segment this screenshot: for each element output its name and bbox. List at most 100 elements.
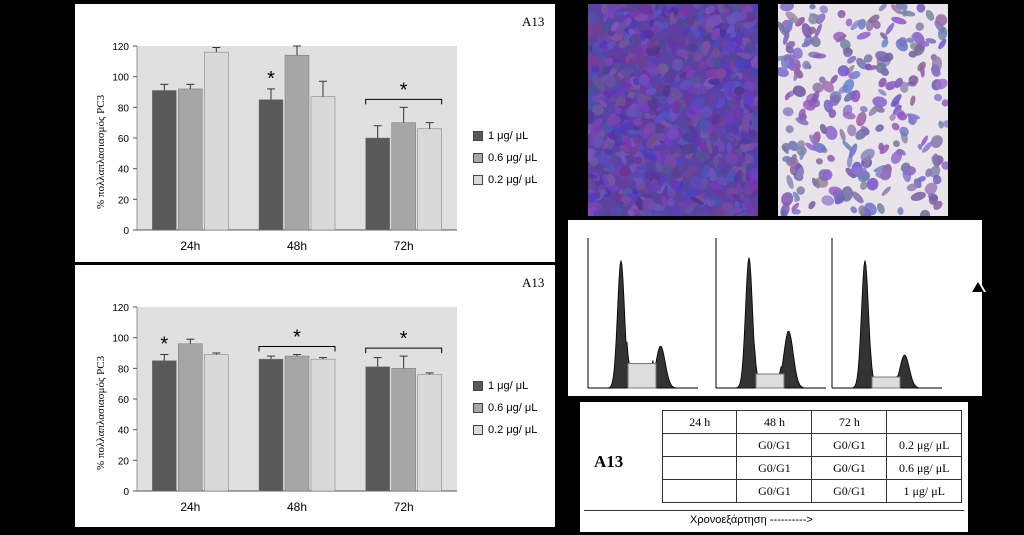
cell (725, 112, 735, 124)
table-cell (661, 433, 738, 457)
cell (743, 93, 755, 106)
cell (733, 100, 741, 113)
cell (605, 57, 614, 66)
cell (681, 143, 695, 155)
cell (595, 118, 603, 126)
legend-item: 1 μg/ μL (473, 125, 537, 147)
cell (700, 119, 710, 134)
cell (878, 77, 887, 88)
cell (695, 42, 702, 56)
cell (736, 52, 752, 59)
cell (657, 209, 671, 215)
cell (938, 26, 948, 41)
cell (644, 112, 651, 120)
y-tick-label: 40 (118, 426, 130, 437)
cell (739, 193, 745, 201)
legend-swatch (473, 381, 483, 391)
table-row: G0/G1 G0/G1 0.6 μg/ μL (661, 456, 962, 480)
cell (894, 4, 908, 11)
table-header-row: 24 h 48 h 72 h (661, 410, 962, 434)
cell (627, 91, 636, 100)
cell (813, 178, 820, 189)
legend-swatch (473, 153, 483, 163)
cell (875, 171, 891, 179)
cell (851, 89, 861, 103)
cell (931, 156, 939, 168)
cell (875, 62, 887, 74)
cell (906, 183, 918, 192)
cell (588, 12, 600, 25)
cell (837, 10, 846, 19)
cell (741, 27, 751, 35)
cell (596, 156, 611, 167)
cell (742, 5, 754, 13)
cell (819, 5, 829, 14)
s-phase-region (627, 363, 657, 389)
cell (845, 18, 853, 27)
cell (733, 211, 749, 216)
cell (851, 166, 868, 177)
cell (856, 57, 867, 70)
cell (686, 16, 696, 27)
legend-label: 1 μg/ μL (488, 130, 529, 142)
cell (671, 100, 682, 114)
cell (932, 174, 942, 185)
cell (711, 97, 719, 110)
cell (784, 92, 791, 101)
cell (802, 60, 811, 70)
cell (638, 129, 650, 139)
cell (879, 144, 890, 155)
cell (603, 35, 612, 43)
cell (710, 199, 717, 206)
y-tick-label: 100 (112, 334, 129, 345)
cell (662, 111, 672, 121)
cell (648, 122, 657, 133)
cell (588, 192, 600, 200)
cell (814, 23, 822, 38)
cell (685, 204, 695, 214)
cell (602, 123, 613, 134)
cell (822, 80, 835, 93)
cell (628, 33, 643, 47)
cell (851, 191, 864, 204)
cell (910, 95, 916, 106)
y-tick-label: 120 (112, 303, 129, 314)
cell (920, 135, 928, 147)
cell (639, 102, 650, 112)
cell (743, 103, 753, 113)
cell (868, 104, 880, 116)
cell (655, 84, 665, 93)
cell (599, 55, 606, 65)
cell (938, 38, 947, 50)
cell (847, 124, 857, 137)
cell (908, 75, 919, 85)
cell (614, 126, 622, 137)
cell-cycle-table: 24 h 48 h 72 h G0/G1 G0/G1 0.2 μg/ μL G0… (661, 410, 962, 503)
cell (881, 186, 891, 196)
cell (633, 156, 642, 165)
cell (748, 129, 757, 140)
significance-star: * (293, 327, 301, 349)
y-tick-label: 100 (112, 73, 129, 84)
cell (785, 40, 796, 49)
bar (178, 343, 203, 492)
bar (258, 358, 284, 492)
cell (840, 39, 851, 50)
cell (643, 168, 655, 180)
cell (906, 37, 915, 43)
bar (284, 355, 310, 492)
y-tick-label: 20 (118, 456, 130, 467)
cell (705, 68, 720, 79)
cell (619, 179, 629, 190)
cell (780, 4, 795, 12)
bar (284, 54, 310, 231)
cell (815, 158, 823, 165)
cell (673, 59, 681, 66)
cell (858, 205, 866, 216)
cell (809, 13, 823, 20)
bar (204, 51, 229, 231)
cell (671, 41, 678, 53)
cell (906, 113, 921, 120)
bar (178, 88, 203, 231)
legend-swatch (473, 175, 483, 185)
